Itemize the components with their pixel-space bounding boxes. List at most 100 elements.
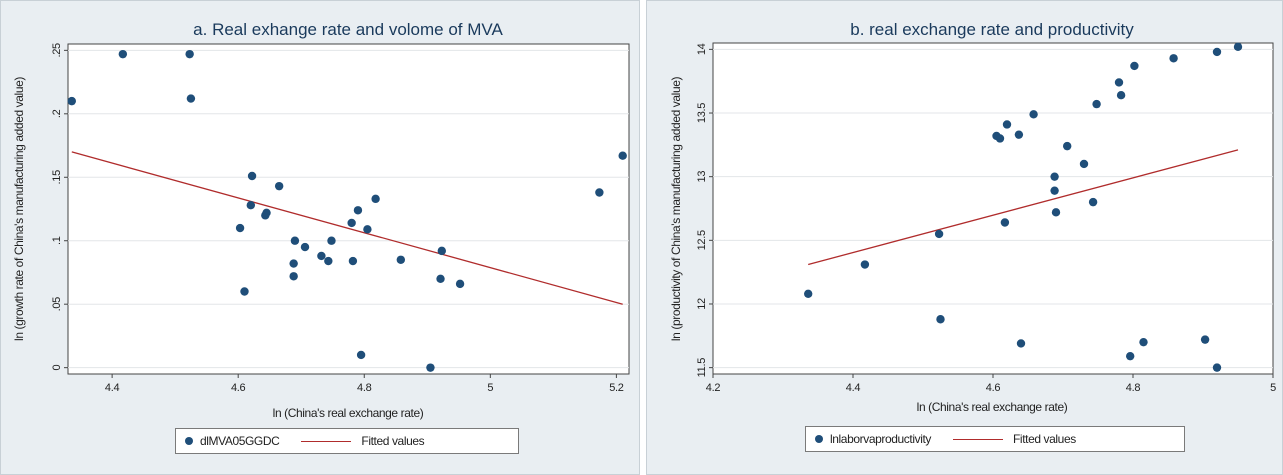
data-point (353, 206, 363, 215)
data-point (324, 256, 333, 266)
data-point (995, 134, 1005, 143)
x-ticks-a: 4.4 4.6 4.8 5 5.2 (105, 374, 624, 394)
y-axis-title-b: ln (productivity of China's manufacturin… (669, 77, 683, 342)
data-point (396, 255, 406, 264)
y-tick-label: 13.5 (696, 103, 708, 123)
data-point (1116, 90, 1126, 100)
x-tick-label: 4.8 (1126, 382, 1141, 394)
gridlines-b (713, 48, 1273, 369)
data-point (118, 49, 128, 59)
fitted-line-b (808, 149, 1239, 266)
data-point (348, 256, 358, 266)
data-point (327, 236, 336, 245)
y-tick-label: 13 (696, 171, 708, 183)
y-tick-label: .2 (51, 109, 63, 118)
data-point (1212, 47, 1222, 57)
data-point (936, 315, 945, 324)
legend-b: lnlaborvaproductivity Fitted values (805, 426, 1185, 452)
x-tick-label: 4.2 (706, 382, 721, 394)
chart-b-svg: 4.2 4.4 4.6 4.8 5 11.5 12 12.5 13 13.5 14 b. real… (669, 20, 1276, 414)
y-tick-label: .1 (51, 236, 63, 245)
data-point (235, 223, 245, 233)
data-point (240, 287, 249, 296)
x-tick-label: 4.4 (846, 382, 861, 394)
x-tick-label: 4.6 (231, 382, 246, 394)
legend-label-fitted-b: Fitted values (1013, 432, 1076, 446)
data-point (246, 200, 255, 210)
x-tick-label: 4.6 (986, 382, 1001, 394)
y-ticks-b: 11.5 12 12.5 13 13.5 14 (696, 43, 713, 377)
chart-panel-b: 4.2 4.4 4.6 4.8 5 11.5 12 12.5 13 13.5 14 b. real… (646, 0, 1283, 475)
data-point (1212, 363, 1222, 372)
x-tick-label: 4.8 (357, 382, 372, 394)
data-point (1130, 61, 1139, 71)
legend-label-points-a: dlMVA05GGDC (200, 434, 280, 448)
chart-title-a: a. Real exhange rate and volome of MVA (193, 20, 503, 39)
data-point (1014, 130, 1024, 139)
data-point (356, 350, 366, 360)
chart-a-svg: 4.4 4.6 4.8 5 5.2 0 .05 .1 .15 .2 .25 a. Real exh… (12, 20, 630, 420)
data-point (860, 260, 870, 269)
data-point (1079, 159, 1089, 169)
data-point (1233, 42, 1243, 52)
data-point (347, 218, 356, 228)
chart-panel-a: 4.4 4.6 4.8 5 5.2 0 .05 .1 .15 .2 .25 a. Real exh… (0, 0, 640, 475)
plot-area-b (712, 42, 1274, 375)
data-point (1088, 197, 1098, 207)
data-point (1200, 335, 1210, 344)
data-point (289, 259, 298, 268)
x-tick-label: 5 (487, 382, 493, 394)
chart-title-b: b. real exchange rate and productivity (850, 20, 1134, 39)
x-axis-title-b: ln (China's real exchange rate) (917, 400, 1068, 414)
legend-marker-dot-b (815, 435, 823, 443)
data-point (1002, 120, 1012, 129)
data-point (1169, 54, 1178, 63)
data-point (1029, 110, 1038, 119)
y-tick-label: 14 (696, 43, 708, 55)
x-tick-label: 5.2 (609, 382, 624, 394)
plot-area-a (67, 43, 630, 375)
fitted-line-a (71, 151, 623, 305)
x-tick-label: 5 (1270, 382, 1276, 394)
data-point (247, 171, 257, 181)
data-point (290, 236, 300, 245)
data-point (300, 242, 310, 252)
y-ticks-a: 0 .05 .1 .15 .2 .25 (51, 43, 68, 371)
y-tick-label: .05 (51, 297, 63, 312)
data-point (1063, 141, 1072, 151)
y-axis-title-a: ln (growth rate of China's manufacturing… (12, 77, 26, 341)
data-point (1114, 78, 1124, 87)
points-b (804, 42, 1243, 372)
data-point (1016, 339, 1026, 348)
data-point (437, 246, 446, 256)
y-tick-label: 12.5 (696, 230, 708, 250)
data-point (595, 188, 604, 197)
data-point (317, 251, 326, 261)
data-point (371, 194, 380, 204)
data-point (1051, 208, 1061, 217)
data-point (1126, 351, 1135, 361)
data-point (363, 225, 372, 234)
x-axis-title-a: ln (China's real exchange rate) (273, 406, 424, 420)
fitted-values-line (808, 149, 1239, 266)
data-point (67, 96, 76, 106)
x-ticks-b: 4.2 4.4 4.6 4.8 5 (706, 374, 1276, 394)
data-point (934, 229, 944, 239)
y-tick-label: .25 (51, 43, 63, 58)
legend-marker-line-a (301, 440, 352, 442)
legend-a: dlMVA05GGDC Fitted values (175, 428, 519, 454)
data-point (274, 181, 284, 191)
data-point (1050, 172, 1059, 181)
data-point (289, 272, 298, 281)
legend-marker-dot-a (185, 437, 193, 445)
data-point (455, 279, 465, 289)
data-point (262, 208, 271, 218)
y-tick-label: 11.5 (696, 358, 708, 378)
legend-label-fitted-a: Fitted values (361, 434, 425, 448)
y-tick-label: 0 (51, 365, 63, 371)
data-point (436, 274, 445, 284)
fitted-values-line (71, 151, 623, 305)
y-tick-label: 12 (696, 298, 708, 310)
x-tick-label: 4.4 (105, 382, 120, 394)
y-tick-label: .15 (51, 170, 63, 185)
